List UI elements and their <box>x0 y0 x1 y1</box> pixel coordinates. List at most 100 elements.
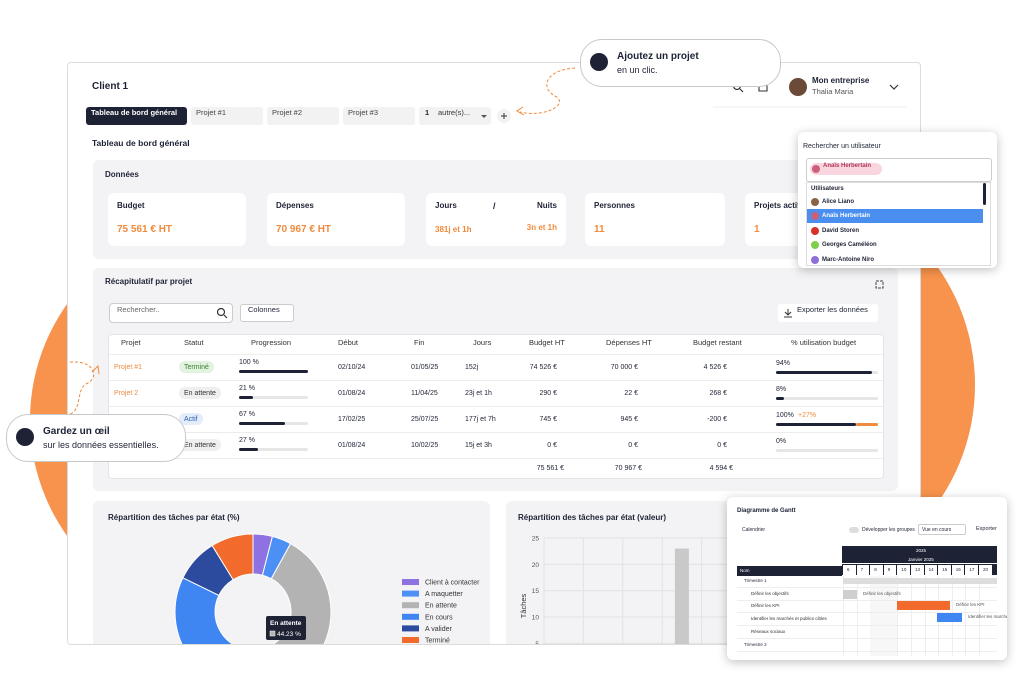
total-remaining: 4 594 € <box>709 464 733 472</box>
stat-value: 381j et 1h <box>435 225 472 234</box>
progress-bar <box>239 422 286 425</box>
day-cell <box>965 565 978 575</box>
budget: 290 € <box>539 389 557 397</box>
row-divider <box>109 458 883 459</box>
start-date: 01/08/24 <box>338 441 366 449</box>
usage-bar <box>776 423 857 426</box>
callout-text: en un clic. <box>617 64 658 75</box>
usage-label: 100% <box>776 411 794 419</box>
day-gridline <box>843 576 844 656</box>
callout-dot <box>16 428 34 446</box>
stat-value: 1 <box>754 224 760 235</box>
progress-label: 67 % <box>239 410 255 418</box>
view-label: Vue en cours <box>922 526 952 533</box>
avatar <box>789 78 807 96</box>
start-date: 01/08/24 <box>338 389 366 397</box>
status-label: Actif <box>184 415 198 423</box>
search-box[interactable]: Rechercher.. <box>109 303 233 323</box>
day-label: 10 <box>901 566 907 572</box>
gantt-row-label: Réseaux sociaux <box>751 628 786 634</box>
dropdown <box>806 182 991 266</box>
days: 177j et 7h <box>465 415 496 423</box>
budget: 74 526 € <box>529 363 557 371</box>
day-cell <box>951 565 965 575</box>
tab-label: Projet #1 <box>196 107 227 117</box>
overrun-label: +27% <box>798 411 817 419</box>
callout <box>580 39 781 87</box>
export-button[interactable]: Exporter les données <box>778 304 878 322</box>
day-cell <box>979 565 992 575</box>
more-count: 1 <box>425 107 430 117</box>
tab[interactable]: Projet #3 <box>343 107 415 125</box>
columns-button[interactable]: Colonnes <box>240 304 294 322</box>
progress-label: 21 % <box>239 384 255 392</box>
column-header: Budget restant <box>693 338 742 348</box>
tab-label: Projet #3 <box>348 107 379 117</box>
day-gridline <box>911 576 912 656</box>
end-date: 10/02/25 <box>411 441 439 449</box>
gantt-row-label: Définir les KPI <box>751 602 780 608</box>
row-divider <box>109 354 883 355</box>
row-divider <box>109 432 883 433</box>
gantt-bar <box>897 601 950 610</box>
usage-track <box>776 397 878 400</box>
more-tabs[interactable]: 1 autre(s)... <box>419 107 491 125</box>
progress-bar <box>239 396 254 399</box>
callout-dot <box>590 53 608 71</box>
status-pill: Actif <box>179 413 203 425</box>
gantt-row-label: Trimestre 1 <box>744 577 767 583</box>
view-select[interactable] <box>918 524 966 535</box>
day-label: 20 <box>983 566 989 572</box>
tab[interactable]: Tableau de bord général <box>86 107 187 125</box>
progress-track <box>239 448 308 451</box>
user-chip: Anaïs Herbertain <box>810 163 882 175</box>
export-label: Exporter <box>976 526 997 533</box>
gantt-row-label: Définir les objectifs <box>751 590 789 596</box>
header-row-line <box>842 563 997 564</box>
gantt-bar-label: Identifier les marchés et publics cibles <box>968 614 1007 620</box>
tab[interactable]: Projet #1 <box>191 107 263 125</box>
group-bar <box>843 578 997 584</box>
gantt-bar <box>937 613 962 622</box>
gantt-bar <box>843 590 857 599</box>
day-gridline <box>856 576 858 656</box>
day-label: 6 <box>847 566 850 572</box>
stat-separator: / <box>493 200 496 211</box>
stat-value: 3n et 1h <box>526 223 557 232</box>
search-icon <box>739 88 744 93</box>
more-label: autre(s)... <box>438 107 471 117</box>
end-date: 11/04/25 <box>411 389 438 397</box>
progress-bar <box>239 448 258 451</box>
day-gridline <box>979 576 980 656</box>
remaining: -200 € <box>707 415 727 423</box>
weekend-band <box>870 576 897 656</box>
day-cell <box>883 565 897 575</box>
day-cell <box>924 565 938 575</box>
toggle[interactable] <box>849 527 859 533</box>
days: 152j <box>465 363 479 371</box>
gantt-bar-label: Définir les objectifs <box>863 591 901 597</box>
day-gridline <box>965 576 967 656</box>
callout-title: Ajoutez un projet <box>617 51 699 62</box>
status-pill: Terminé <box>179 361 214 373</box>
status-pill: En attente <box>179 387 221 399</box>
remaining: 4 526 € <box>703 363 727 371</box>
day-label: 13 <box>915 566 921 572</box>
day-label: 16 <box>955 566 961 572</box>
user-name: David Storen <box>822 227 860 234</box>
row-line <box>737 625 997 626</box>
user-avatar <box>811 212 819 220</box>
tab[interactable]: Projet #2 <box>267 107 339 125</box>
status-label: En attente <box>184 441 216 449</box>
start-date: 17/02/25 <box>338 415 366 423</box>
day-label: 8 <box>874 566 877 572</box>
expand-groups-label: Développer les groupes <box>862 526 915 533</box>
stat-label: Budget <box>117 201 145 210</box>
selected-row[interactable] <box>807 209 983 223</box>
tab-label: Tableau de bord général <box>91 107 178 117</box>
callout-text: sur les données essentielles. <box>43 439 159 450</box>
user-search-popup: Rechercher un utilisateur Anaïs Herbertai… <box>798 132 997 268</box>
export-label: Exporter les données <box>797 304 868 314</box>
panel-title: Récapitulatif par projet <box>105 277 193 286</box>
row-line <box>737 651 997 652</box>
